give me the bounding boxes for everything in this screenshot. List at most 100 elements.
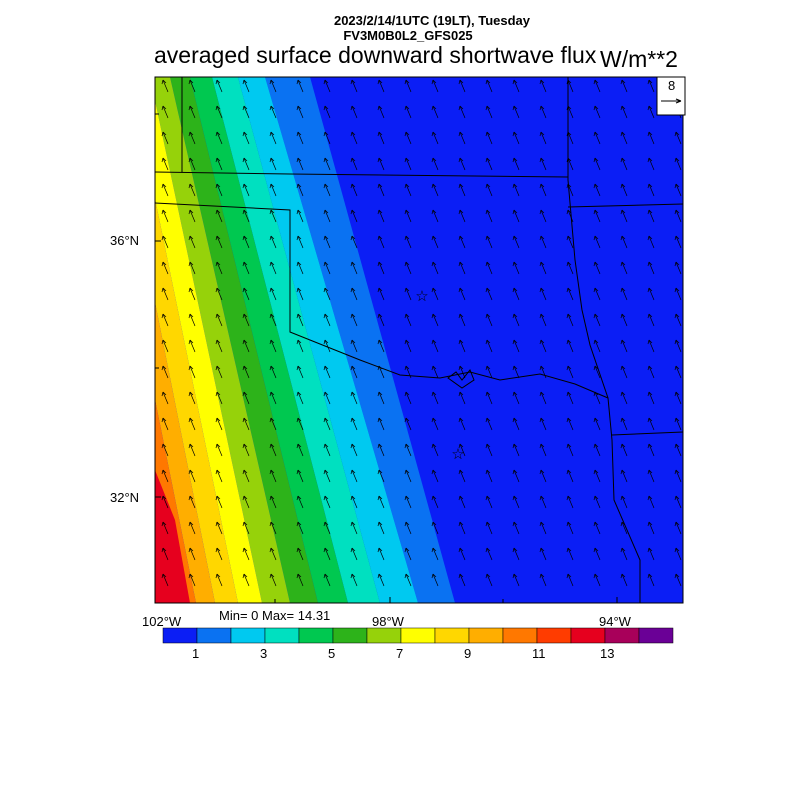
wind-arrow: [188, 287, 196, 301]
flux-band-7: [155, 100, 262, 603]
wind-arrow: [539, 157, 547, 171]
colorbar: [162, 627, 674, 644]
east-border: [567, 77, 641, 603]
wind-arrow: [215, 469, 223, 483]
wind-arrow: [242, 495, 250, 509]
wind-arrow: [269, 157, 277, 171]
wind-arrow: [593, 547, 601, 561]
wind-arrow: [647, 105, 655, 119]
wind-arrow: [269, 235, 277, 249]
wind-arrow: [458, 261, 466, 275]
wind-arrow: [539, 443, 547, 457]
wind-arrow: [269, 443, 277, 457]
wind-arrow: [674, 521, 682, 535]
wind-arrow: [485, 157, 493, 171]
wind-arrow: [404, 443, 412, 457]
wind-arrow: [269, 547, 277, 561]
colorbar-swatch: [604, 627, 640, 644]
wind-arrow: [269, 183, 277, 197]
wind-arrow: [404, 105, 412, 119]
wind-arrow: [188, 365, 196, 379]
wind-arrow: [350, 495, 358, 509]
colorbar-swatch: [502, 627, 538, 644]
wind-arrow: [323, 391, 331, 405]
wind-arrow: [431, 443, 439, 457]
wind-arrow: [512, 235, 520, 249]
wind-arrow: [377, 157, 385, 171]
wind-arrow: [674, 131, 682, 145]
wind-arrow: [188, 183, 196, 197]
wind-arrow: [539, 495, 547, 509]
wind-arrow: [512, 469, 520, 483]
wind-arrow: [269, 417, 277, 431]
wind-arrow: [539, 105, 547, 119]
wind-arrow: [242, 547, 250, 561]
wind-arrow: [539, 235, 547, 249]
wind-arrow: [296, 157, 304, 171]
wind-arrow: [296, 469, 304, 483]
wind-arrow: [350, 261, 358, 275]
wind-arrow: [431, 105, 439, 119]
flux-band-14: [155, 592, 158, 603]
wind-arrow: [512, 183, 520, 197]
wind-arrow: [674, 209, 682, 223]
wind-arrow: [296, 235, 304, 249]
wind-arrow: [647, 391, 655, 405]
wind-arrow: [215, 313, 223, 327]
wind-arrow: [458, 469, 466, 483]
wind-arrow: [377, 443, 385, 457]
wind-arrow: [593, 157, 601, 171]
wind-arrow: [215, 521, 223, 535]
wind-arrow: [512, 209, 520, 223]
wind-arrow: [566, 287, 574, 301]
wind-arrow: [674, 547, 682, 561]
wind-arrow: [323, 443, 331, 457]
wind-arrow: [323, 105, 331, 119]
wind-arrow: [566, 521, 574, 535]
wind-arrow: [350, 443, 358, 457]
wind-arrow: [323, 261, 331, 275]
wind-arrow: [566, 547, 574, 561]
wind-arrow: [431, 495, 439, 509]
wind-arrow: [593, 79, 601, 93]
plot-title: averaged surface downward shortwave flux: [154, 42, 597, 68]
wind-arrow: [647, 339, 655, 353]
wind-arrow: [161, 157, 169, 171]
wind-vectors: [161, 79, 682, 587]
wind-arrow: [215, 391, 223, 405]
wind-arrow: [647, 469, 655, 483]
ok-tx-border: [155, 202, 609, 399]
wind-arrow: [269, 469, 277, 483]
wind-arrow: [593, 261, 601, 275]
wind-arrow: [296, 573, 304, 587]
wind-arrow: [161, 573, 169, 587]
wind-arrow: [431, 573, 439, 587]
wind-arrow: [431, 183, 439, 197]
wind-arrow: [458, 157, 466, 171]
wind-arrow: [296, 391, 304, 405]
wind-arrow: [485, 573, 493, 587]
colorbar-swatch: [332, 627, 368, 644]
wind-arrow: [647, 157, 655, 171]
wind-arrow: [215, 183, 223, 197]
wind-arrow: [269, 339, 277, 353]
wind-arrow: [404, 547, 412, 561]
wind-arrow: [431, 261, 439, 275]
wind-arrow: [323, 79, 331, 93]
wind-arrow: [377, 547, 385, 561]
wind-arrow: [296, 79, 304, 93]
wind-arrow: [620, 131, 628, 145]
wind-arrow: [323, 235, 331, 249]
wind-arrow: [296, 547, 304, 561]
wind-arrow: [323, 547, 331, 561]
colorbar-swatch: [468, 627, 504, 644]
wind-arrow: [620, 209, 628, 223]
lon-label-102w: 102°W: [142, 614, 182, 629]
wind-arrow: [323, 313, 331, 327]
wind-arrow: [593, 313, 601, 327]
wind-arrow: [593, 131, 601, 145]
wind-arrow: [350, 105, 358, 119]
wind-arrow: [350, 547, 358, 561]
wind-arrow: [161, 313, 169, 327]
wind-arrow: [647, 417, 655, 431]
